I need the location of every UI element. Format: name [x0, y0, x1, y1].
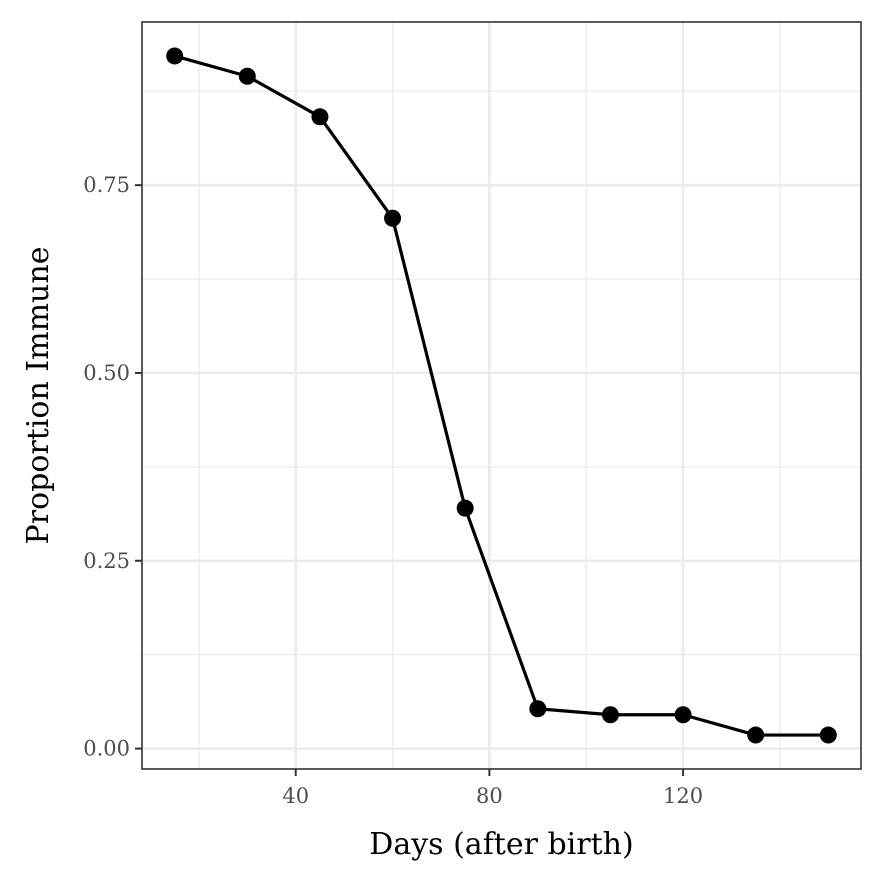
- x-tick-label: 120: [663, 784, 703, 808]
- x-axis-title: Days (after birth): [369, 827, 633, 862]
- data-point: [601, 706, 619, 724]
- axis-ticks: 40 80 120 0.00 0.25 0.50 0.75: [83, 173, 703, 808]
- grid-lines: [142, 22, 861, 769]
- data-point: [456, 499, 474, 517]
- series-line: [174, 54, 829, 737]
- data-point: [238, 67, 256, 85]
- data-point: [384, 209, 402, 227]
- data-series: [166, 47, 837, 744]
- y-tick-label: 0.75: [83, 173, 130, 197]
- x-tick-label: 80: [476, 784, 503, 808]
- y-tick-label: 0.00: [83, 737, 130, 761]
- data-point: [529, 700, 547, 718]
- y-axis-title: Proportion Immune: [21, 247, 56, 545]
- data-point: [311, 108, 329, 126]
- y-tick-label: 0.25: [83, 549, 130, 573]
- data-point: [819, 726, 837, 744]
- data-point: [674, 706, 692, 724]
- data-point: [166, 47, 184, 65]
- x-tick-label: 40: [282, 784, 309, 808]
- plot-panel-border: [141, 21, 862, 770]
- y-tick-label: 0.50: [83, 361, 130, 385]
- data-point: [747, 726, 765, 744]
